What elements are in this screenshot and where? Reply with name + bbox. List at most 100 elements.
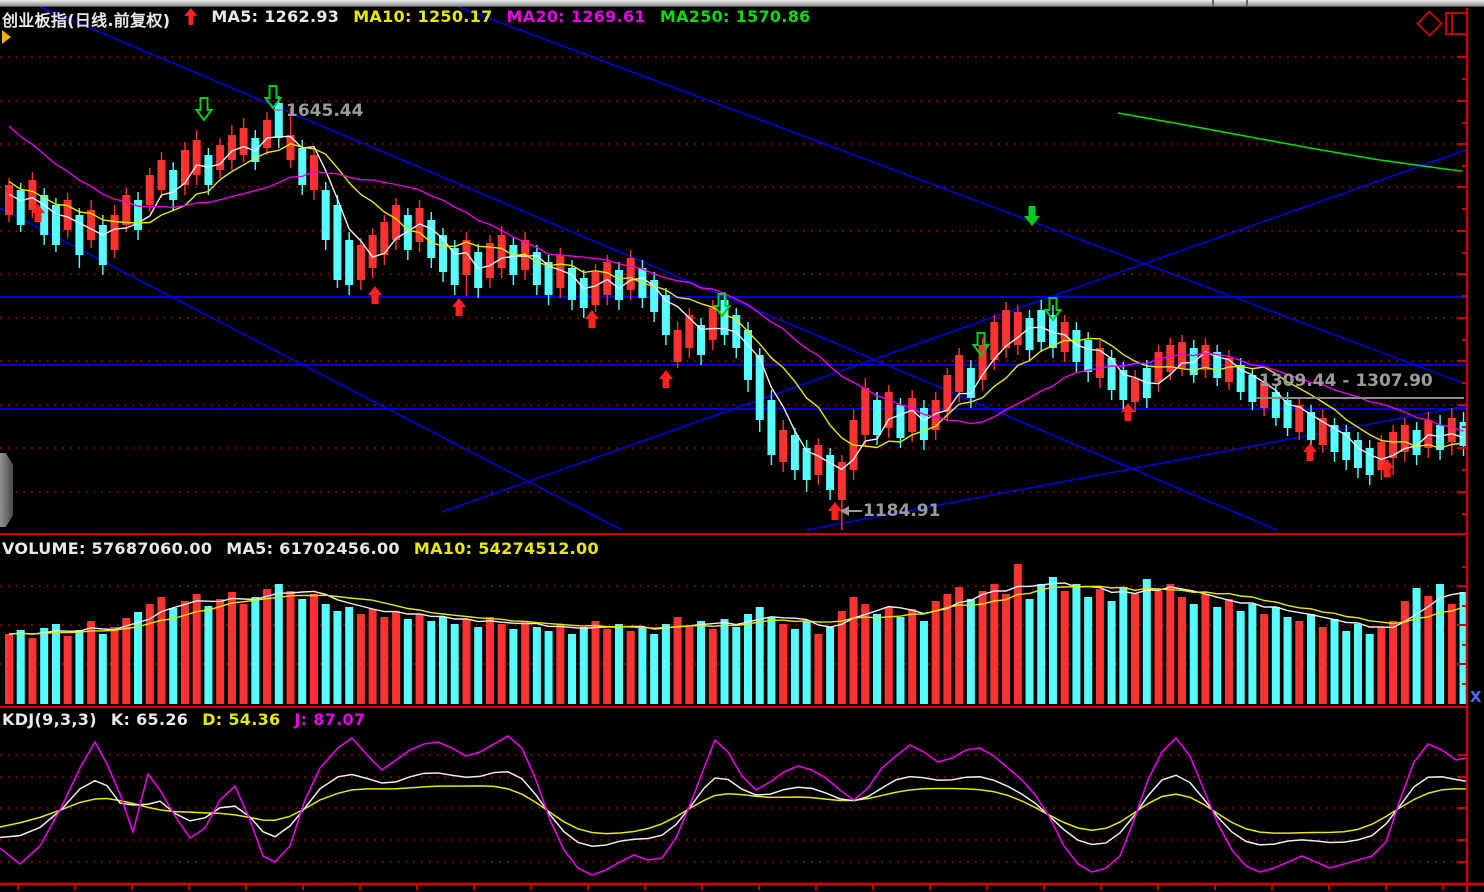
volume-bar <box>732 627 741 704</box>
candle <box>1447 418 1456 442</box>
volume-bar <box>626 631 635 704</box>
kdj-name: KDJ(9,3,3) <box>2 710 97 729</box>
candle <box>427 220 436 258</box>
volume-bar <box>1318 627 1327 704</box>
volume-bar <box>1119 587 1128 704</box>
buy-signal-arrow-icon <box>659 370 673 388</box>
candle <box>87 210 96 240</box>
volume-bar <box>1048 577 1057 704</box>
candle <box>919 408 928 440</box>
volume-bar <box>1330 619 1339 704</box>
volume-bar <box>1037 584 1046 704</box>
volume-bar <box>767 617 776 704</box>
candle <box>1166 345 1175 372</box>
candle <box>509 245 518 275</box>
expand-right-icon[interactable] <box>2 30 11 44</box>
volume-bar <box>908 609 917 704</box>
candle <box>439 235 448 272</box>
volume-bar <box>204 606 213 704</box>
volume-bar <box>87 621 96 704</box>
volume-bar <box>685 627 694 704</box>
candle <box>790 435 799 470</box>
candle <box>497 235 506 268</box>
volume-bar <box>1154 591 1163 704</box>
candle <box>708 308 717 340</box>
strip-notch <box>1246 0 1248 6</box>
volume-bar <box>286 591 295 704</box>
volume-bar <box>826 627 835 704</box>
ma5-line <box>8 135 1464 471</box>
volume-bar <box>110 627 119 704</box>
candle <box>309 155 318 190</box>
volume-bar <box>1084 597 1093 704</box>
candle <box>122 195 131 225</box>
candle <box>1424 420 1433 448</box>
instrument-title[interactable]: 创业板指(日线.前复权) <box>2 11 171 30</box>
trend-line[interactable] <box>441 149 1467 513</box>
candle <box>450 248 459 285</box>
volume-bar <box>896 617 905 704</box>
volume-bar <box>380 617 389 704</box>
candle <box>1271 392 1280 418</box>
candle <box>321 190 330 240</box>
volume-bar <box>403 619 412 704</box>
volume-bar <box>1400 601 1409 704</box>
range-annotation: 1309.44 - 1307.90 <box>1259 371 1433 391</box>
candle <box>1283 400 1292 428</box>
candle <box>1436 425 1445 450</box>
sidebar-collapse-tab[interactable] <box>0 453 13 527</box>
volume-bar <box>568 634 577 704</box>
candle <box>1377 442 1386 470</box>
volume-bar <box>192 594 201 704</box>
candle <box>1307 412 1316 440</box>
candle <box>579 278 588 308</box>
candle <box>1295 405 1304 432</box>
volume-bar <box>755 607 764 704</box>
volume-bar <box>333 611 342 704</box>
candle <box>767 400 776 455</box>
candle <box>568 268 577 300</box>
volume-bar <box>474 627 483 704</box>
volume-bar <box>427 621 436 704</box>
candle <box>873 400 882 435</box>
volume-bar <box>779 624 788 704</box>
candle <box>1072 330 1081 362</box>
volume-bar <box>1307 614 1316 704</box>
trend-line[interactable] <box>24 0 1278 531</box>
peak-tick-dash <box>274 109 283 111</box>
candle <box>650 280 659 312</box>
split-window-icon[interactable] <box>1445 12 1468 35</box>
candle <box>1330 425 1339 452</box>
buy-signal-arrow-icon <box>1121 403 1135 421</box>
volume-bar <box>661 624 670 704</box>
main-chart-header: 创业板指(日线.前复权) MA5: 1262.93 MA10: 1250.17 … <box>2 7 811 31</box>
candle <box>743 330 752 380</box>
volume-bar <box>1353 624 1362 704</box>
volume-bar <box>1271 607 1280 704</box>
volume-header: VOLUME: 57687060.00 MA5: 61702456.00 MA1… <box>2 539 599 558</box>
candle <box>1412 430 1421 455</box>
volume-bar <box>1142 579 1151 704</box>
candle <box>626 258 635 290</box>
volume-bar <box>790 629 799 704</box>
trend-line[interactable] <box>440 0 1467 385</box>
candle <box>1025 318 1034 350</box>
candle <box>720 300 729 335</box>
ma20-readout: MA20: 1269.61 <box>506 7 646 26</box>
volume-bar <box>75 630 84 704</box>
candle <box>1013 312 1022 345</box>
volume-bar <box>5 634 13 704</box>
volume-bar <box>1107 601 1116 704</box>
volume-bar <box>145 604 154 704</box>
candle <box>1002 310 1011 348</box>
volume-bar <box>180 601 189 704</box>
indicator-close-button[interactable]: X <box>1470 688 1482 706</box>
volume-bar <box>614 624 623 704</box>
volume-bar <box>673 617 682 704</box>
kdj-j-readout: J: 87.07 <box>294 710 366 729</box>
diamond-icon[interactable] <box>1416 10 1443 37</box>
buy-signal-arrow-icon <box>828 502 842 520</box>
volume-bar <box>802 621 811 704</box>
candle <box>1342 432 1351 460</box>
